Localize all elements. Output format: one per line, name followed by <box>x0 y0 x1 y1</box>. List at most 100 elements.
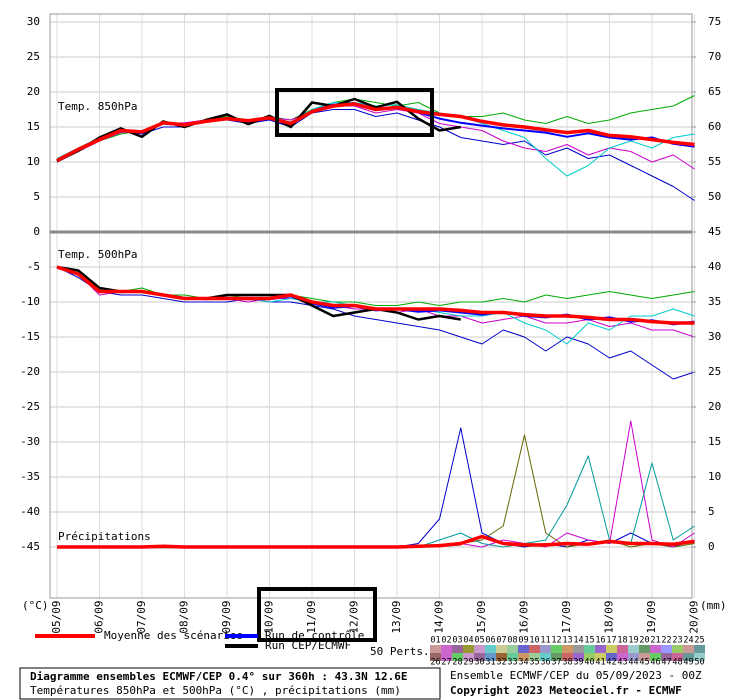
pert-number: 08 <box>507 636 517 646</box>
pert-number: 11 <box>540 636 550 646</box>
y2-tick-label: 20 <box>708 400 721 413</box>
pert-number: 21 <box>650 636 660 646</box>
pert-number: 44 <box>628 658 638 668</box>
y2-tick-label: 30 <box>708 330 721 343</box>
legend-label: Moyenne des scénarios <box>104 629 243 642</box>
pert-swatch <box>639 645 650 653</box>
perts-label: 50 Perts. <box>370 645 430 658</box>
y-tick-label: -15 <box>20 330 40 343</box>
x-tick-label: 20/09 <box>688 600 701 633</box>
pert-swatch <box>441 645 452 653</box>
pert-swatch <box>540 645 551 653</box>
panel-label: Temp. 850hPa <box>58 100 137 113</box>
pert-swatch <box>628 653 639 661</box>
pert-number: 05 <box>474 636 484 646</box>
series-line <box>56 102 695 163</box>
pert-swatch <box>617 653 628 661</box>
y-unit: (°C) <box>22 599 49 612</box>
pert-swatch <box>584 645 595 653</box>
pert-swatch <box>595 653 606 661</box>
pert-number: 32 <box>496 658 506 668</box>
pert-number: 30 <box>474 658 484 668</box>
x-tick-label: 13/09 <box>390 600 403 633</box>
pert-number: 01 <box>430 636 440 646</box>
x-tick-label: 08/09 <box>178 600 191 633</box>
series-line <box>56 265 695 325</box>
pert-swatch <box>672 645 683 653</box>
pert-number: 03 <box>452 636 462 646</box>
highlight-box <box>257 587 377 642</box>
pert-swatch <box>507 645 518 653</box>
pert-swatch <box>650 645 661 653</box>
pert-number: 22 <box>661 636 671 646</box>
pert-number: 12 <box>551 636 561 646</box>
pert-number: 38 <box>562 658 572 668</box>
pert-swatch <box>507 653 518 661</box>
pert-number: 47 <box>661 658 671 668</box>
pert-number: 16 <box>595 636 605 646</box>
pert-number: 43 <box>617 658 627 668</box>
y-tick-label: -30 <box>20 435 40 448</box>
x-tick-label: 17/09 <box>560 600 573 633</box>
pert-swatch <box>628 645 639 653</box>
pert-swatch <box>485 645 496 653</box>
x-tick-label: 06/09 <box>93 600 106 633</box>
pert-swatch <box>584 653 595 661</box>
pert-number: 18 <box>617 636 627 646</box>
footer-title: Diagramme ensembles ECMWF/CEP 0.4° sur 3… <box>30 670 408 683</box>
pert-number: 09 <box>518 636 528 646</box>
pert-number: 10 <box>529 636 539 646</box>
pert-number: 26 <box>430 658 440 668</box>
pert-swatch <box>518 653 529 661</box>
pert-number: 02 <box>441 636 451 646</box>
footer-copyright: Copyright 2023 Meteociel.fr - ECMWF <box>450 684 682 697</box>
x-tick-label: 05/09 <box>50 600 63 633</box>
y2-tick-label: 5 <box>708 505 715 518</box>
pert-swatch <box>529 653 540 661</box>
pert-swatch <box>661 645 672 653</box>
pert-number: 50 <box>694 658 704 668</box>
legend-label: Run de contrôle <box>265 629 364 642</box>
y2-tick-label: 40 <box>708 260 721 273</box>
y-tick-label: 15 <box>27 120 40 133</box>
pert-swatch <box>474 645 485 653</box>
y2-tick-label: 10 <box>708 470 721 483</box>
x-tick-label: 11/09 <box>305 600 318 633</box>
pert-swatch <box>672 653 683 661</box>
panel-label: Temp. 500hPa <box>58 248 137 261</box>
y2-tick-label: 60 <box>708 120 721 133</box>
legend-label: Run CEP/ECMWF <box>265 639 351 652</box>
pert-number: 31 <box>485 658 495 668</box>
pert-number: 07 <box>496 636 506 646</box>
y-tick-label: -25 <box>20 400 40 413</box>
footer-subtitle: Températures 850hPa et 500hPa (°C) , pré… <box>30 684 401 697</box>
y2-tick-label: 50 <box>708 190 721 203</box>
pert-number: 15 <box>584 636 594 646</box>
pert-number: 23 <box>672 636 682 646</box>
x-tick-label: 16/09 <box>518 600 531 633</box>
y-tick-label: -20 <box>20 365 40 378</box>
pert-number: 42 <box>606 658 616 668</box>
pert-number: 29 <box>463 658 473 668</box>
footer-run: Ensemble ECMWF/CEP du 05/09/2023 - 00Z <box>450 669 702 682</box>
y2-tick-label: 25 <box>708 365 721 378</box>
pert-swatch <box>452 653 463 661</box>
y2-tick-label: 70 <box>708 50 721 63</box>
pert-number: 13 <box>562 636 572 646</box>
pert-number: 17 <box>606 636 616 646</box>
y-tick-label: -5 <box>27 260 40 273</box>
pert-swatch <box>529 645 540 653</box>
pert-number: 24 <box>683 636 693 646</box>
pert-number: 25 <box>694 636 704 646</box>
y-tick-label: 20 <box>27 85 40 98</box>
pert-swatch <box>474 653 485 661</box>
panel-label: Précipitations <box>58 530 151 543</box>
y-tick-label: 10 <box>27 155 40 168</box>
pert-swatch <box>485 653 496 661</box>
x-tick-label: 18/09 <box>603 600 616 633</box>
pert-swatch <box>496 653 507 661</box>
pert-swatch <box>573 645 584 653</box>
pert-number: 35 <box>529 658 539 668</box>
pert-number: 36 <box>540 658 550 668</box>
x-tick-label: 15/09 <box>475 600 488 633</box>
